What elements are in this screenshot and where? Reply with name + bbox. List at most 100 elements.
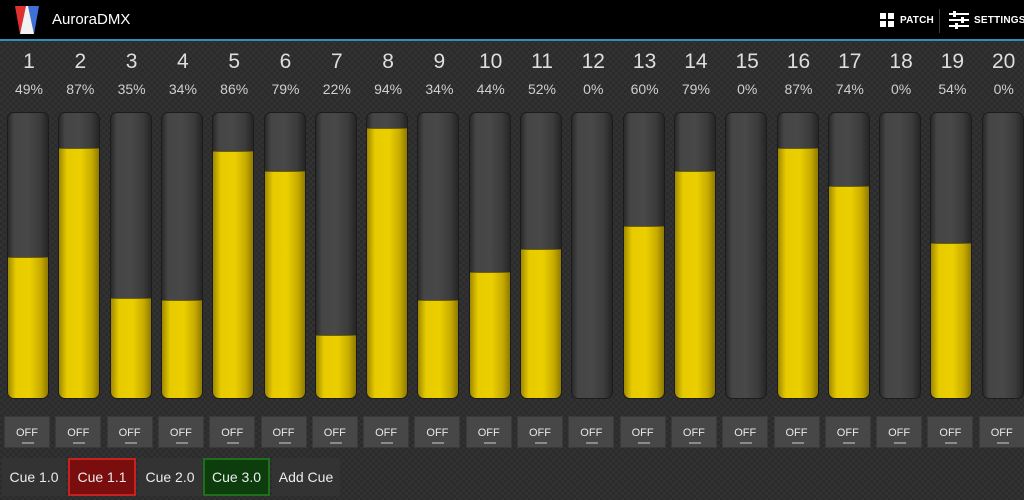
channel-percent: 35% xyxy=(117,81,146,97)
channel-off-toggle[interactable]: OFF xyxy=(209,416,256,448)
channel-percent: 87% xyxy=(66,81,95,97)
channel-percent: 54% xyxy=(938,81,967,97)
channel-off-toggle[interactable]: OFF xyxy=(4,416,50,448)
channel-off-toggle[interactable]: OFF xyxy=(106,416,153,448)
channel-fader[interactable] xyxy=(622,112,665,399)
channel-fader[interactable] xyxy=(109,112,152,399)
channel-12: 12 0% OFF xyxy=(568,44,618,454)
cue-button[interactable]: Cue 3.0 xyxy=(203,458,270,496)
channel-9: 9 34% OFF xyxy=(414,44,464,454)
cue-button[interactable]: Cue 2.0 xyxy=(138,458,202,496)
channel-10: 10 44% OFF xyxy=(465,44,516,454)
fader-level-fill xyxy=(521,249,561,398)
channel-off-toggle[interactable]: OFF xyxy=(363,416,410,448)
toggle-indicator xyxy=(278,442,291,444)
channel-percent: 44% xyxy=(476,81,505,97)
cue-button[interactable]: Cue 1.0 xyxy=(2,458,66,496)
channel-off-toggle[interactable]: OFF xyxy=(927,416,974,448)
channel-fader[interactable] xyxy=(212,112,255,399)
channel-number: 5 xyxy=(228,50,241,73)
channel-off-toggle[interactable]: OFF xyxy=(465,416,512,448)
toggle-indicator xyxy=(842,442,855,444)
channel-fader[interactable] xyxy=(7,112,49,399)
channel-off-toggle[interactable]: OFF xyxy=(260,416,307,448)
channel-percent: 79% xyxy=(681,81,710,97)
toggle-indicator xyxy=(483,442,496,444)
off-toggle-label: OFF xyxy=(272,427,295,439)
channel-off-toggle[interactable]: OFF xyxy=(722,416,769,448)
channel-off-toggle[interactable]: OFF xyxy=(978,416,1024,448)
channel-off-toggle[interactable]: OFF xyxy=(670,416,717,448)
off-toggle-label: OFF xyxy=(631,427,654,439)
fader-level-fill xyxy=(59,148,100,398)
off-toggle-label: OFF xyxy=(221,427,244,439)
channel-percent: 49% xyxy=(14,81,44,97)
channel-number: 9 xyxy=(433,50,446,73)
channel-number: 3 xyxy=(125,50,138,73)
channel-fader[interactable] xyxy=(263,112,306,399)
action-bar: AuroraDMX PATCH SETTINGS xyxy=(0,0,1024,41)
channel-4: 4 34% OFF xyxy=(157,44,208,454)
toggle-indicator xyxy=(791,442,804,444)
channel-fader[interactable] xyxy=(981,112,1024,399)
toggle-indicator xyxy=(894,442,907,444)
off-toggle-label: OFF xyxy=(67,427,90,439)
channel-fader[interactable] xyxy=(520,112,562,399)
channel-number: 17 xyxy=(838,50,862,73)
channel-fader[interactable] xyxy=(673,112,716,399)
channel-off-toggle[interactable]: OFF xyxy=(517,416,563,448)
channel-fader[interactable] xyxy=(314,112,357,399)
toggle-indicator xyxy=(586,442,599,444)
channel-fader[interactable] xyxy=(58,112,101,399)
cue-button[interactable]: Cue 1.1 xyxy=(68,458,136,496)
add-cue-button[interactable]: Add Cue xyxy=(272,458,340,496)
settings-label: SETTINGS xyxy=(974,14,1024,26)
channel-number: 8 xyxy=(382,50,394,73)
channel-percent: 22% xyxy=(322,81,351,97)
channel-fader[interactable] xyxy=(366,112,409,399)
channel-off-toggle[interactable]: OFF xyxy=(619,416,666,448)
channel-number: 4 xyxy=(177,50,189,73)
channel-off-toggle[interactable]: OFF xyxy=(311,416,358,448)
off-toggle-label: OFF xyxy=(529,427,551,439)
toggle-indicator xyxy=(329,442,342,444)
channel-fader[interactable] xyxy=(160,112,203,399)
channel-off-toggle[interactable]: OFF xyxy=(157,416,204,448)
channel-2: 2 87% OFF xyxy=(55,44,105,454)
toggle-indicator xyxy=(945,442,958,444)
channel-off-toggle[interactable]: OFF xyxy=(414,416,461,448)
channel-number: 6 xyxy=(279,50,292,73)
channel-number: 12 xyxy=(581,50,605,73)
off-toggle-label: OFF xyxy=(734,427,757,439)
channel-off-toggle[interactable]: OFF xyxy=(824,416,871,448)
channel-fader[interactable] xyxy=(879,112,922,399)
channel-fader[interactable] xyxy=(468,112,511,399)
channel-off-toggle[interactable]: OFF xyxy=(876,416,923,448)
fader-level-fill xyxy=(931,243,972,398)
channel-1: 1 49% OFF xyxy=(4,44,54,454)
fader-level-fill xyxy=(161,300,202,398)
channel-off-toggle[interactable]: OFF xyxy=(773,416,820,448)
channel-fader[interactable] xyxy=(827,112,870,399)
channel-percent: 87% xyxy=(784,81,813,97)
channel-off-toggle[interactable]: OFF xyxy=(568,416,615,448)
channel-fader[interactable] xyxy=(725,112,768,399)
toggle-indicator xyxy=(432,442,445,444)
channel-fader[interactable] xyxy=(571,112,614,399)
toggle-indicator xyxy=(175,442,188,444)
channel-off-toggle[interactable]: OFF xyxy=(55,416,102,448)
off-toggle-label: OFF xyxy=(323,427,346,439)
off-toggle-label: OFF xyxy=(169,427,192,439)
patch-label: PATCH xyxy=(900,14,934,26)
channel-fader[interactable] xyxy=(930,112,973,399)
off-toggle-label: OFF xyxy=(836,427,859,439)
toggle-indicator xyxy=(381,442,394,444)
fader-level-fill xyxy=(623,226,664,398)
aurora-logo-icon[interactable] xyxy=(12,4,42,36)
channel-fader[interactable] xyxy=(776,112,819,399)
toggle-indicator xyxy=(996,442,1009,444)
patch-button[interactable]: PATCH xyxy=(880,0,934,40)
channel-fader[interactable] xyxy=(417,112,460,399)
channel-percent: 34% xyxy=(425,81,454,97)
settings-button[interactable]: SETTINGS xyxy=(949,0,1024,40)
